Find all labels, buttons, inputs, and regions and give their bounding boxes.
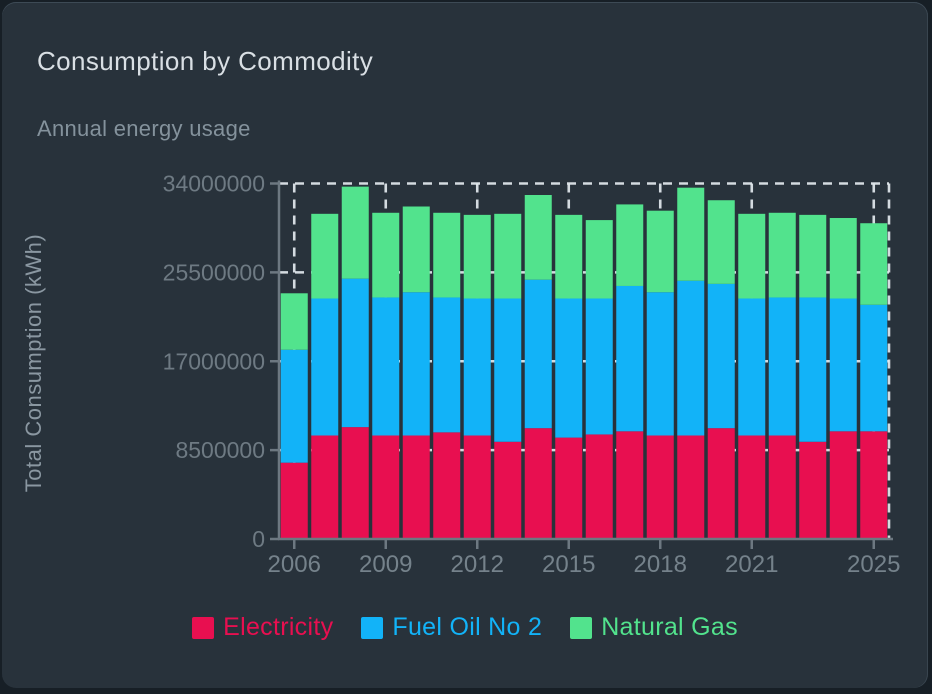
bar-2008-natural-gas[interactable] — [341, 186, 369, 279]
bar-2015-natural-gas[interactable] — [555, 214, 583, 299]
legend-item-fuel-oil-no-2[interactable]: Fuel Oil No 2 — [361, 613, 542, 642]
bar-2021-fuel-oil-no-2[interactable] — [738, 298, 766, 436]
bar-2022-fuel-oil-no-2[interactable] — [768, 297, 796, 436]
bar-2010-natural-gas[interactable] — [402, 206, 430, 293]
legend-swatch — [192, 616, 215, 639]
bar-2009-natural-gas[interactable] — [372, 212, 400, 298]
bar-2014-natural-gas[interactable] — [524, 195, 552, 280]
bar-2019-fuel-oil-no-2[interactable] — [677, 280, 705, 436]
bar-2007-natural-gas[interactable] — [311, 213, 339, 299]
legend-item-natural-gas[interactable]: Natural Gas — [570, 613, 738, 642]
bar-2012-fuel-oil-no-2[interactable] — [463, 298, 491, 436]
bar-2020-fuel-oil-no-2[interactable] — [707, 283, 735, 429]
bar-2020-natural-gas[interactable] — [707, 200, 735, 284]
bar-2022-natural-gas[interactable] — [768, 212, 796, 298]
bar-2017-fuel-oil-no-2[interactable] — [616, 285, 644, 432]
bar-2025-fuel-oil-no-2[interactable] — [860, 304, 888, 432]
x-tick-label: 2018 — [634, 551, 687, 578]
bar-2020-electricity[interactable] — [707, 428, 735, 539]
x-tick-label: 2025 — [847, 551, 900, 578]
bar-2015-electricity[interactable] — [555, 437, 583, 539]
bar-2007-fuel-oil-no-2[interactable] — [311, 298, 339, 436]
bar-2009-fuel-oil-no-2[interactable] — [372, 297, 400, 436]
legend-item-electricity[interactable]: Electricity — [192, 613, 333, 642]
bar-2023-electricity[interactable] — [799, 441, 827, 539]
bar-2011-fuel-oil-no-2[interactable] — [433, 297, 461, 433]
bar-2013-electricity[interactable] — [494, 441, 522, 539]
bar-2016-electricity[interactable] — [585, 434, 613, 539]
x-tick-label: 2021 — [725, 551, 778, 578]
bar-2017-natural-gas[interactable] — [616, 204, 644, 286]
bar-2019-natural-gas[interactable] — [677, 187, 705, 281]
y-tick-label: 0 — [252, 526, 265, 552]
x-tick-label: 2015 — [542, 551, 595, 578]
bar-2016-natural-gas[interactable] — [585, 220, 613, 299]
y-tick-label: 34000000 — [163, 171, 265, 197]
bar-2006-fuel-oil-no-2[interactable] — [280, 349, 308, 463]
legend-label: Fuel Oil No 2 — [392, 613, 543, 641]
bar-2006-electricity[interactable] — [280, 462, 308, 539]
bar-2011-electricity[interactable] — [433, 432, 461, 539]
bar-2024-natural-gas[interactable] — [829, 218, 857, 299]
bar-2014-fuel-oil-no-2[interactable] — [524, 279, 552, 429]
bar-2019-electricity[interactable] — [677, 435, 705, 539]
x-tick-label: 2006 — [268, 551, 321, 578]
y-tick-label: 25500000 — [163, 259, 265, 285]
bar-2011-natural-gas[interactable] — [433, 212, 461, 298]
bar-2012-natural-gas[interactable] — [463, 214, 491, 299]
bar-2023-natural-gas[interactable] — [799, 214, 827, 298]
y-tick-label: 17000000 — [163, 348, 265, 374]
x-tick-label: 2012 — [451, 551, 504, 578]
bar-2022-electricity[interactable] — [768, 435, 796, 539]
chart-title: Consumption by Commodity — [37, 46, 374, 76]
bar-2012-electricity[interactable] — [463, 435, 491, 539]
bar-2025-natural-gas[interactable] — [860, 223, 888, 305]
bar-2021-electricity[interactable] — [738, 435, 766, 539]
bar-2013-natural-gas[interactable] — [494, 213, 522, 299]
bar-2025-electricity[interactable] — [860, 431, 888, 539]
bar-2010-electricity[interactable] — [402, 435, 430, 539]
bar-2024-fuel-oil-no-2[interactable] — [829, 298, 857, 432]
bar-2010-fuel-oil-no-2[interactable] — [402, 292, 430, 436]
bar-2009-electricity[interactable] — [372, 435, 400, 539]
legend-label: Electricity — [223, 613, 334, 641]
bar-2014-electricity[interactable] — [524, 428, 552, 539]
legend-label: Natural Gas — [601, 613, 738, 641]
bar-2008-electricity[interactable] — [341, 427, 369, 539]
bar-2021-natural-gas[interactable] — [738, 213, 766, 299]
y-tick-label: 8500000 — [175, 437, 265, 463]
bar-2018-electricity[interactable] — [646, 435, 674, 539]
bar-2018-fuel-oil-no-2[interactable] — [646, 292, 674, 436]
bar-2024-electricity[interactable] — [829, 431, 857, 539]
legend-swatch — [361, 616, 384, 639]
chart-subtitle: Annual energy usage — [37, 116, 251, 141]
legend-swatch — [570, 616, 593, 639]
bar-2013-fuel-oil-no-2[interactable] — [494, 298, 522, 442]
bar-2016-fuel-oil-no-2[interactable] — [585, 298, 613, 435]
bar-2015-fuel-oil-no-2[interactable] — [555, 298, 583, 438]
bar-2023-fuel-oil-no-2[interactable] — [799, 297, 827, 442]
bar-2008-fuel-oil-no-2[interactable] — [341, 278, 369, 428]
bar-2007-electricity[interactable] — [311, 435, 339, 539]
x-tick-label: 2009 — [359, 551, 412, 578]
chart-legend: Electricity Fuel Oil No 2 Natural Gas — [2, 613, 928, 642]
bar-2017-electricity[interactable] — [616, 431, 644, 539]
bar-2018-natural-gas[interactable] — [646, 210, 674, 293]
bar-2006-natural-gas[interactable] — [280, 293, 308, 350]
